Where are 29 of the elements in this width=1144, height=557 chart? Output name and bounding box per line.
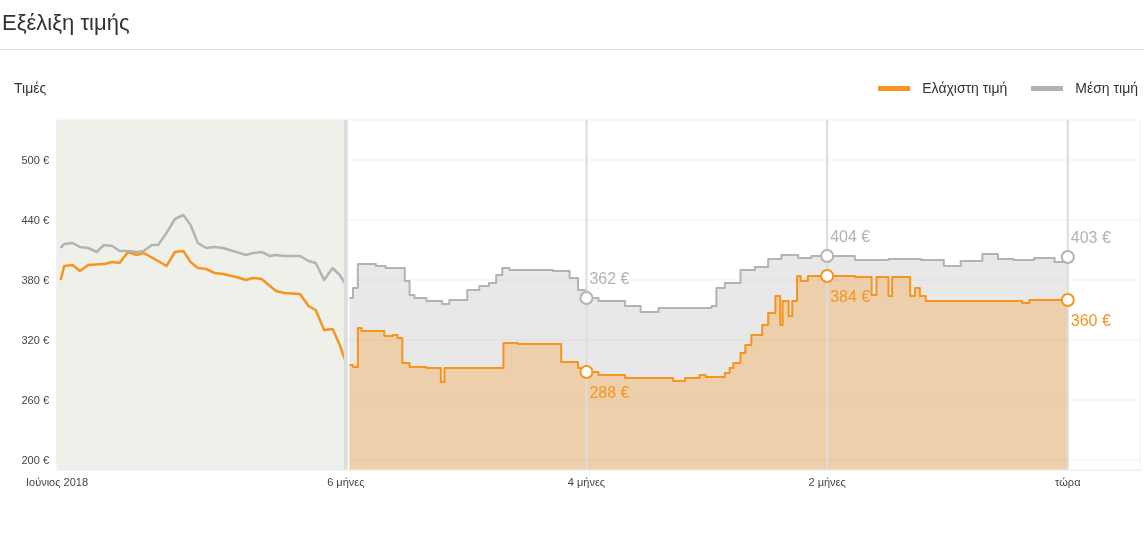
annotation: 384 €	[830, 288, 871, 305]
annotation: 403 €	[1070, 229, 1111, 246]
y-tick-label: 200 €	[21, 453, 49, 466]
annotation: 360 €	[1070, 312, 1111, 329]
y-tick-label: 260 €	[21, 393, 49, 406]
point	[820, 249, 835, 263]
annotation: 404 €	[830, 228, 871, 245]
chart-title: Εξέλιξη τιμής	[0, 0, 1144, 50]
point	[579, 291, 594, 305]
legend-label: Ελάχιστη τιμή	[922, 80, 1008, 96]
y-tick-label: 440 €	[21, 213, 49, 226]
x-tick-label: 6 μήνες	[327, 475, 365, 488]
y-tick-label: 320 €	[21, 333, 49, 346]
point	[1060, 293, 1075, 307]
y-tick-label: 380 €	[21, 273, 49, 286]
x-tick-label: Ιούνιος 2018	[25, 475, 89, 488]
y-axis-title: Τιμές	[14, 80, 47, 96]
line-series	[59, 249, 346, 361]
y-tick-label: 500 €	[21, 153, 49, 166]
point	[579, 365, 594, 379]
point	[1060, 250, 1075, 264]
point	[820, 269, 835, 283]
legend-label: Μέση τιμή	[1075, 80, 1138, 96]
annotation: 362 €	[589, 270, 630, 287]
annotation: 288 €	[589, 384, 630, 401]
line-series	[59, 213, 346, 285]
x-tick-label: 2 μήνες	[808, 475, 846, 488]
x-tick-label: τώρα	[1055, 475, 1082, 488]
x-tick-label: 4 μήνες	[567, 475, 606, 488]
